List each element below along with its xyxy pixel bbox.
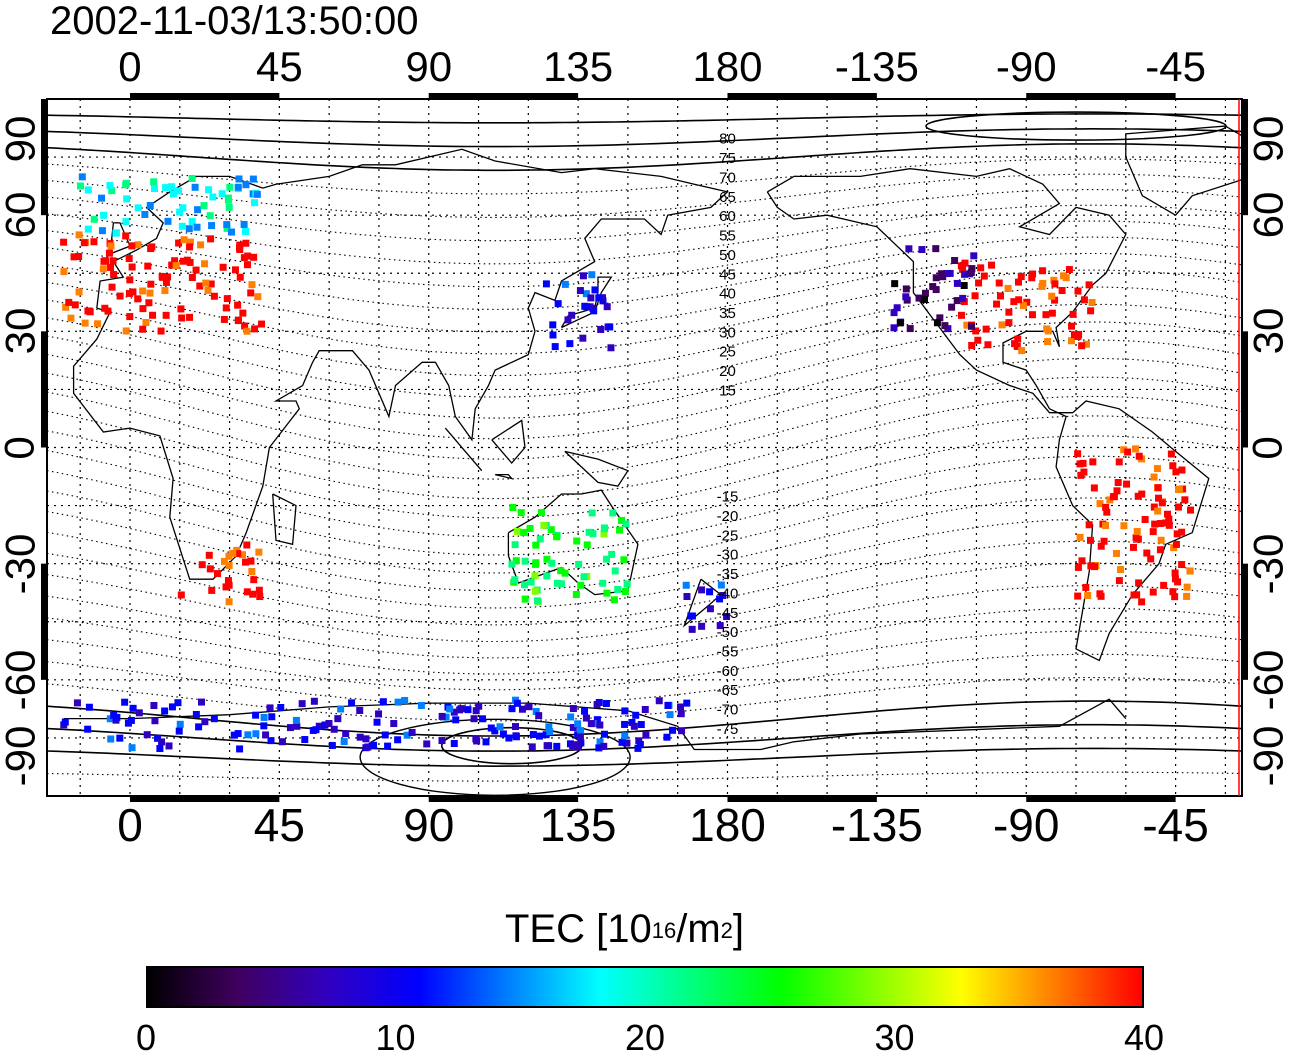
colorbar-title: TEC [1016/m2] xyxy=(505,907,745,951)
contour-label: -75 xyxy=(717,721,739,738)
contour-label: 50 xyxy=(719,247,736,264)
contour-label: 45 xyxy=(719,266,736,283)
top-lon-tick-label: 180 xyxy=(692,43,763,90)
colorbar-tick-label: 10 xyxy=(375,1017,416,1058)
left-lat-tick-label: 60 xyxy=(0,191,43,239)
bottom-lon-tick-label: 45 xyxy=(253,799,305,851)
right-lat-tick-label: -90 xyxy=(1244,725,1292,787)
left-lat-tick-label: 30 xyxy=(0,307,43,355)
colorbar-tick-label: 40 xyxy=(1123,1017,1165,1058)
contour-label: -70 xyxy=(717,702,739,719)
top-lon-tick-label: 135 xyxy=(543,43,614,90)
coastlines xyxy=(63,125,1242,751)
top-lon-tick-label: -90 xyxy=(995,43,1057,90)
contour-label: 75 xyxy=(719,150,736,167)
bottom-lon-tick-label: 135 xyxy=(539,799,617,851)
contour-label: -55 xyxy=(717,643,739,660)
contour-label: -15 xyxy=(717,489,739,506)
left-lat-tick-label: -30 xyxy=(0,533,44,595)
right-lat-tick-label: -30 xyxy=(1244,533,1292,595)
colorbar-tick-label: 30 xyxy=(874,1017,915,1058)
contour-label: 35 xyxy=(719,305,736,322)
contour-label: -50 xyxy=(717,624,739,641)
contour-label: 55 xyxy=(719,228,736,245)
contour-label: -45 xyxy=(717,605,739,622)
contour-labels: 80 75 70 65 60 55 50 45 40 35 30 25 20 15 -15 -20 -25 -30… xyxy=(717,131,739,738)
contour-label: 30 xyxy=(719,324,736,341)
contour-label: -20 xyxy=(717,508,739,525)
contour-label: -60 xyxy=(717,663,739,680)
contour-label: 60 xyxy=(719,208,736,225)
contour-label: 15 xyxy=(719,382,736,399)
top-lon-tick-label: -135 xyxy=(834,43,919,90)
bottom-lon-tick-label: 90 xyxy=(403,799,455,851)
map-frame xyxy=(46,98,1243,797)
contour-label: 40 xyxy=(719,286,736,303)
bottom-lon-tick-label: 0 xyxy=(117,799,143,851)
contour-label: 70 xyxy=(719,169,736,186)
tec-colorbar xyxy=(146,966,1144,1008)
colorbar-tick-label: 0 xyxy=(135,1017,157,1058)
contour-label: 80 xyxy=(719,131,736,148)
top-lon-tick-label: 0 xyxy=(118,43,142,90)
left-lat-tick-label: 0 xyxy=(0,435,43,460)
contour-label: 20 xyxy=(719,363,736,380)
contour-label: -35 xyxy=(717,566,739,583)
contour-label: -40 xyxy=(717,585,739,602)
top-lon-tick-label: 90 xyxy=(405,43,453,90)
contour-label: 25 xyxy=(719,344,736,361)
tec-observation-points xyxy=(60,173,1195,753)
contour-label: -65 xyxy=(717,682,739,699)
bottom-lon-tick-label: -45 xyxy=(1142,799,1209,851)
left-lat-tick-label: -90 xyxy=(0,725,44,787)
top-tick-bars xyxy=(41,93,1248,802)
contour-label: -25 xyxy=(717,527,739,544)
colorbar-tick-label: 20 xyxy=(624,1017,666,1058)
contour-label: 65 xyxy=(719,189,736,206)
right-lat-tick-label: 60 xyxy=(1244,191,1291,239)
top-lon-tick-label: 45 xyxy=(256,43,303,90)
bottom-lon-tick-label: -135 xyxy=(830,799,923,851)
right-lat-tick-label: 0 xyxy=(1243,435,1291,460)
bottom-lon-tick-label: -90 xyxy=(992,799,1060,851)
map-title: 2002-11-03/13:50:00 xyxy=(50,0,419,43)
right-lat-tick-label: 30 xyxy=(1244,307,1291,355)
bottom-lon-tick-label: 180 xyxy=(689,799,766,851)
contour-label: -30 xyxy=(717,547,739,564)
top-lon-tick-label: -45 xyxy=(1145,43,1206,90)
